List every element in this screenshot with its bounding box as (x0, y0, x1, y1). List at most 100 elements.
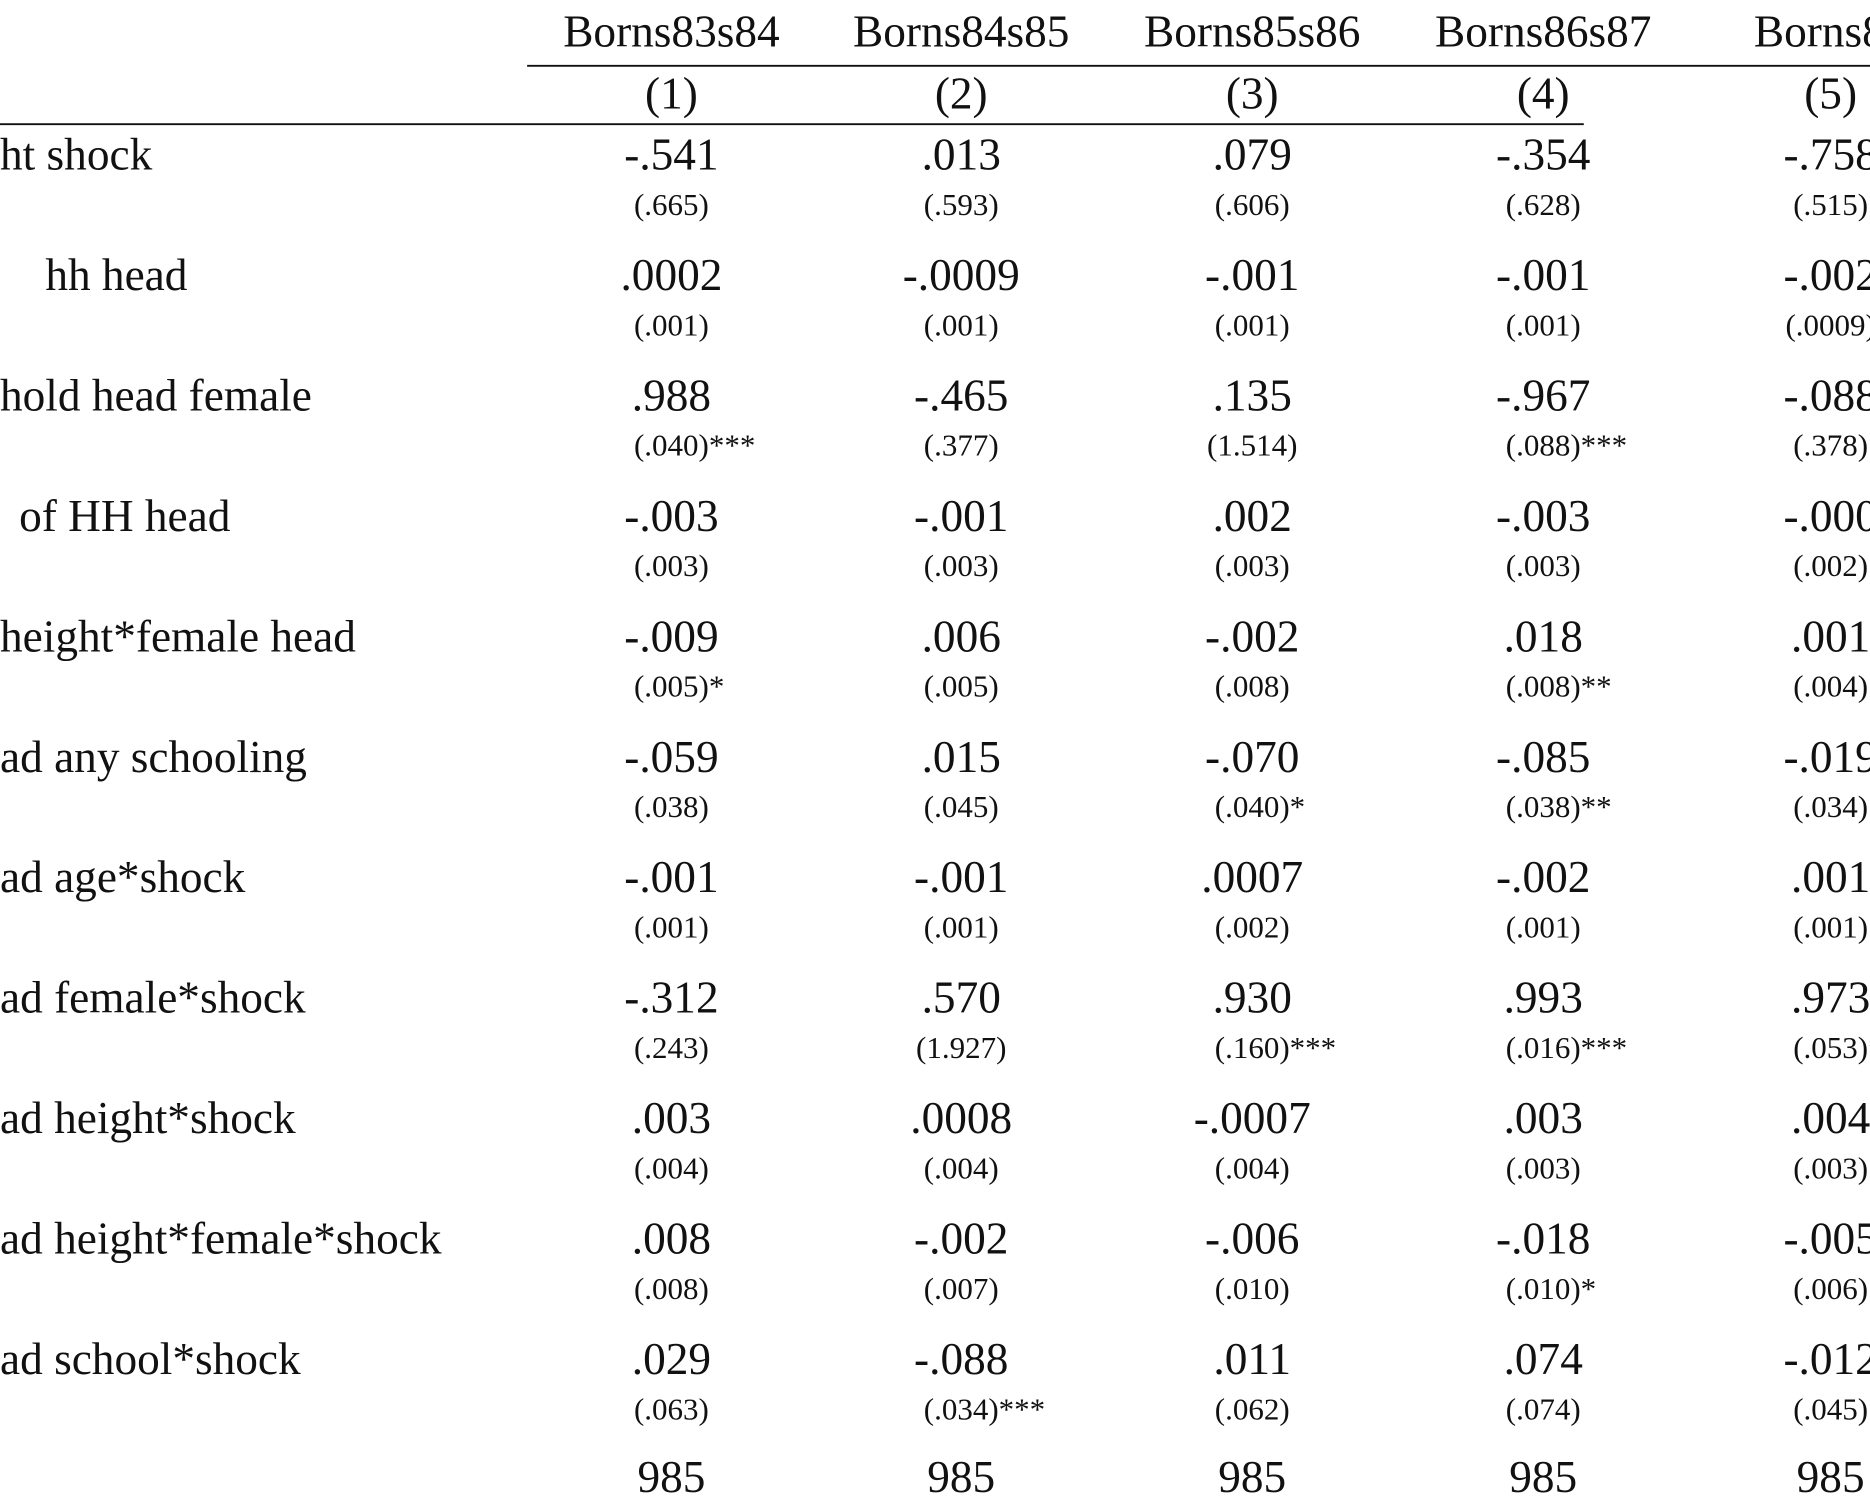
coefficient: .013 (922, 130, 1001, 180)
coefficient: -.0007 (1194, 1093, 1311, 1143)
coefficient: .006 (922, 611, 1001, 661)
standard-error: (.062) (1215, 1391, 1290, 1426)
standard-error: (.377) (924, 428, 999, 463)
coefficient: -.088 (1783, 370, 1870, 420)
standard-error: (1.927) (916, 1030, 1006, 1065)
coefficient: .029 (632, 1334, 711, 1384)
standard-error: (.007) (924, 1271, 999, 1306)
coefficient: -.001 (1496, 250, 1590, 300)
coefficient: -.002 (1205, 611, 1299, 661)
row-label: of HH head (19, 491, 231, 541)
standard-error: (.034) (1793, 789, 1868, 824)
coefficient: -.085 (1496, 732, 1590, 782)
coefficient: -.967 (1496, 370, 1590, 420)
observations: 985 (927, 1452, 995, 1502)
coefficient: .930 (1213, 973, 1292, 1023)
standard-error: (.001) (924, 307, 999, 342)
observations: 985 (1509, 1452, 1577, 1502)
column-number: (2) (935, 69, 988, 119)
coefficient: -.0009 (903, 250, 1020, 300)
coefficient: .003 (632, 1093, 711, 1143)
observations: 985 (637, 1452, 705, 1502)
coefficient: -.354 (1496, 130, 1590, 180)
coefficient: -.012 (1783, 1334, 1870, 1384)
row-label: height*female head (0, 611, 356, 661)
coefficient: -.003 (1496, 491, 1590, 541)
row-label: ad height*female*shock (0, 1214, 442, 1264)
row-label: ad school*shock (0, 1334, 301, 1384)
standard-error: (.002) (1793, 548, 1868, 583)
standard-error: (1.514) (1207, 428, 1297, 463)
standard-error: (.088)*** (1506, 428, 1627, 463)
standard-error: (.005)* (634, 669, 724, 704)
observations: 985 (1797, 1452, 1865, 1502)
standard-error: (.001) (924, 910, 999, 945)
standard-error: (.008) (1215, 669, 1290, 704)
coefficient: -.001 (914, 852, 1008, 902)
standard-error: (.004) (1793, 669, 1868, 704)
standard-error: (.593) (924, 187, 999, 222)
standard-error: (.038) (634, 789, 709, 824)
standard-error: (.003) (924, 548, 999, 583)
standard-error: (.005) (924, 669, 999, 704)
standard-error: (.010)* (1506, 1271, 1596, 1306)
coefficient: .988 (632, 370, 711, 420)
coefficient: -.059 (624, 732, 718, 782)
standard-error: (.008)** (1506, 669, 1612, 704)
coefficient: -.002 (1783, 250, 1870, 300)
standard-error: (.001) (1793, 910, 1868, 945)
coefficient: .0008 (910, 1093, 1012, 1143)
coefficient: .015 (922, 732, 1001, 782)
row-label: ad female*shock (0, 973, 306, 1023)
coefficient: .011 (1213, 1334, 1291, 1384)
coefficient: -.465 (914, 370, 1008, 420)
column-header: Borns85s86 (1144, 7, 1360, 57)
row-label: ad any schooling (0, 732, 307, 782)
standard-error: (.063) (634, 1391, 709, 1426)
coefficient: .001 (1791, 852, 1870, 902)
standard-error: (.003) (1506, 1150, 1581, 1185)
standard-error: (.004) (634, 1150, 709, 1185)
standard-error: (.074) (1506, 1391, 1581, 1426)
coefficient: -.758 (1783, 130, 1870, 180)
standard-error: (.045) (924, 789, 999, 824)
standard-error: (.016)*** (1506, 1030, 1627, 1065)
standard-error: (.006) (1793, 1271, 1868, 1306)
standard-error: (.003) (634, 548, 709, 583)
standard-error: (.003) (1215, 548, 1290, 583)
coefficient: -.070 (1205, 732, 1299, 782)
column-number: (4) (1517, 69, 1570, 119)
coefficient: -.002 (914, 1214, 1008, 1264)
coefficient: .003 (1504, 1093, 1583, 1143)
standard-error: (.040)* (1215, 789, 1305, 824)
column-header: Borns86s87 (1435, 7, 1651, 57)
coefficient: -.005 (1783, 1214, 1870, 1264)
coefficient: -.001 (624, 852, 718, 902)
column-header: Borns87 (1754, 7, 1870, 57)
column-header: Borns84s85 (853, 7, 1069, 57)
standard-error: (.243) (634, 1030, 709, 1065)
column-header: Borns83s84 (563, 7, 779, 57)
standard-error: (.010) (1215, 1271, 1290, 1306)
standard-error: (.004) (924, 1150, 999, 1185)
standard-error: (.001) (634, 910, 709, 945)
coefficient: -.009 (624, 611, 718, 661)
standard-error: (.008) (634, 1271, 709, 1306)
coefficient: .0007 (1201, 852, 1303, 902)
standard-error: (.034)*** (924, 1391, 1045, 1426)
coefficient: -.541 (624, 130, 718, 180)
standard-error: (.002) (1215, 910, 1290, 945)
coefficient: .074 (1504, 1334, 1583, 1384)
row-label: ht shock (0, 130, 153, 180)
standard-error: (.665) (634, 187, 709, 222)
standard-error: (.606) (1215, 187, 1290, 222)
row-label: ad height*shock (0, 1093, 296, 1143)
standard-error: (.0009) (1785, 307, 1870, 342)
coefficient: .004 (1791, 1093, 1870, 1143)
row-label: ad age*shock (0, 852, 246, 902)
coefficient: -.088 (914, 1334, 1008, 1384)
standard-error: (.160)*** (1215, 1030, 1336, 1065)
standard-error: (.003) (1793, 1150, 1868, 1185)
column-number: (5) (1804, 69, 1857, 119)
